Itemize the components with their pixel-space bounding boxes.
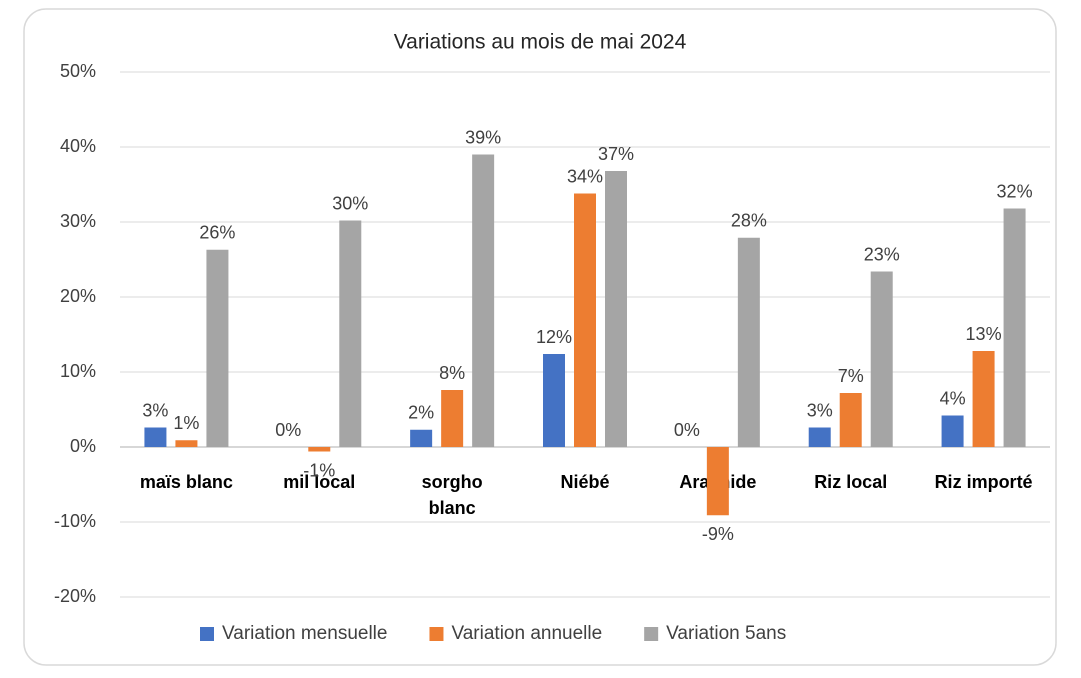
bar xyxy=(410,429,433,447)
y-tick-label: 40% xyxy=(60,136,96,156)
y-tick-label: -10% xyxy=(54,511,96,531)
legend-swatch xyxy=(429,627,444,641)
data-label: 32% xyxy=(997,181,1033,201)
bar xyxy=(339,220,362,447)
y-tick-label: 0% xyxy=(70,436,96,456)
bar xyxy=(839,393,862,447)
legend-label: Variation annuelle xyxy=(451,623,602,644)
bar xyxy=(870,271,893,447)
bar xyxy=(472,154,495,447)
legend-label: Variation mensuelle xyxy=(222,623,387,644)
data-label: 0% xyxy=(275,420,301,440)
bar xyxy=(206,249,229,447)
data-label: 13% xyxy=(966,324,1002,344)
y-tick-label: -20% xyxy=(54,586,96,606)
y-tick-label: 10% xyxy=(60,361,96,381)
data-label: 26% xyxy=(199,223,235,243)
y-tick-label: 50% xyxy=(60,61,96,81)
bar xyxy=(574,193,596,447)
bar xyxy=(175,440,198,447)
data-label: 2% xyxy=(408,403,434,423)
bar xyxy=(706,447,729,516)
bar xyxy=(543,354,565,447)
bar xyxy=(808,427,831,447)
bar xyxy=(972,351,995,447)
data-label: 4% xyxy=(940,388,966,408)
data-label: 8% xyxy=(439,363,465,383)
data-label: 7% xyxy=(838,366,864,386)
bar xyxy=(144,427,167,447)
bar xyxy=(941,415,964,447)
data-label: 12% xyxy=(536,327,572,347)
bar xyxy=(308,447,331,452)
data-label: 3% xyxy=(142,400,168,420)
bar xyxy=(441,390,464,447)
bar xyxy=(1003,208,1026,447)
legend-swatch xyxy=(644,627,659,641)
bar xyxy=(605,171,627,447)
x-tick-label: Riz importé xyxy=(935,472,1033,492)
data-label: 37% xyxy=(598,144,634,164)
data-label: 28% xyxy=(731,211,767,231)
legend-swatch xyxy=(200,627,214,641)
bar xyxy=(737,237,760,447)
data-label: 23% xyxy=(864,244,900,264)
x-tick-label: sorgho blanc xyxy=(422,472,483,518)
y-tick-label: 20% xyxy=(60,286,96,306)
data-label: 0% xyxy=(674,420,700,440)
data-label: 3% xyxy=(807,400,833,420)
chart-title: Variations au mois de mai 2024 xyxy=(394,31,687,54)
data-label: 1% xyxy=(173,413,199,433)
data-label: 34% xyxy=(567,166,603,186)
y-tick-label: 30% xyxy=(60,211,96,231)
legend-label: Variation 5ans xyxy=(666,623,786,644)
x-tick-label: Riz local xyxy=(814,472,887,492)
chart-frame xyxy=(23,8,1057,666)
data-label: -1% xyxy=(303,460,335,480)
data-label: 39% xyxy=(465,127,501,147)
x-tick-label: maïs blanc xyxy=(140,472,233,492)
data-label: 30% xyxy=(332,193,368,213)
data-label: -9% xyxy=(702,524,734,544)
x-tick-label: Niébé xyxy=(560,472,609,492)
x-tick-label: mil local xyxy=(283,472,355,492)
